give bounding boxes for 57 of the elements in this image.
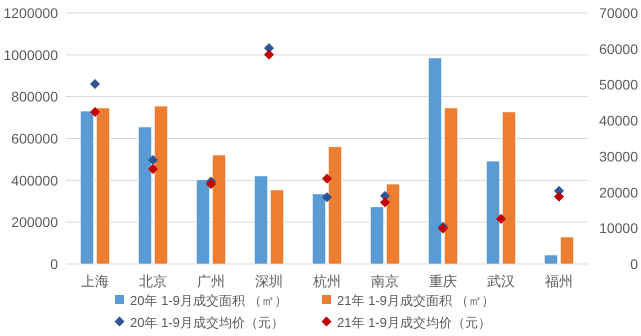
y2-tick-label: 30000: [599, 148, 638, 164]
bar: [328, 146, 342, 264]
x-tick-label: 北京: [139, 273, 167, 289]
y2-tick-label: 0: [630, 256, 638, 272]
y2-tick-label: 70000: [599, 5, 638, 21]
bar: [386, 184, 400, 264]
point: [554, 192, 564, 202]
point: [148, 164, 158, 174]
legend-label: 21年 1-9月成交面积 （㎡）: [337, 293, 494, 308]
legend-label: 20年 1-9月成交面积 （㎡）: [130, 293, 288, 308]
x-tick-label: 福州: [545, 273, 573, 289]
legend-label: 21年 1-9月成交均价（元）: [337, 315, 491, 330]
bar: [544, 254, 558, 264]
point: [322, 192, 332, 202]
point: [206, 179, 216, 190]
bar: [270, 190, 284, 264]
bar: [96, 108, 110, 264]
y-tick-label: 400000: [11, 172, 58, 188]
y-tick-label: 1200000: [3, 5, 58, 21]
point: [496, 214, 506, 224]
bar: [212, 154, 226, 264]
point: [148, 155, 158, 166]
bar: [138, 126, 152, 264]
point: [380, 197, 390, 208]
bar: [80, 110, 94, 264]
bar: [312, 194, 326, 264]
x-tick-label: 杭州: [312, 273, 341, 289]
bar: [154, 106, 168, 264]
point: [322, 174, 332, 184]
x-tick-label: 南京: [371, 273, 399, 289]
x-tick-label: 深圳: [255, 273, 283, 289]
y2-tick-label: 60000: [599, 40, 638, 57]
y-tick-label: 800000: [11, 88, 58, 105]
bar: [486, 160, 500, 264]
x-tick-label: 重庆: [429, 273, 457, 289]
y-tick-label: 600000: [11, 130, 58, 146]
point: [90, 78, 100, 89]
bar: [196, 180, 210, 264]
point: [90, 106, 100, 117]
y2-tick-label: 20000: [599, 184, 638, 200]
bar: [560, 236, 574, 264]
x-tick-label: 上海: [81, 273, 109, 289]
bar: [370, 206, 384, 264]
legend-label: 20年 1-9月成交均价（元）: [130, 315, 284, 330]
bar: [502, 112, 516, 264]
bar: [444, 108, 458, 264]
y-tick-label: 0: [50, 256, 58, 272]
x-tick-label: 广州: [197, 273, 225, 289]
y2-tick-label: 40000: [599, 112, 638, 129]
y2-tick-label: 10000: [599, 220, 638, 236]
bar: [428, 58, 442, 264]
bar: [254, 176, 268, 264]
y2-tick-label: 50000: [599, 76, 638, 93]
y-tick-label: 1000000: [3, 46, 58, 63]
x-tick-label: 武汉: [487, 273, 515, 289]
y-tick-label: 200000: [11, 214, 58, 230]
point: [264, 50, 274, 60]
